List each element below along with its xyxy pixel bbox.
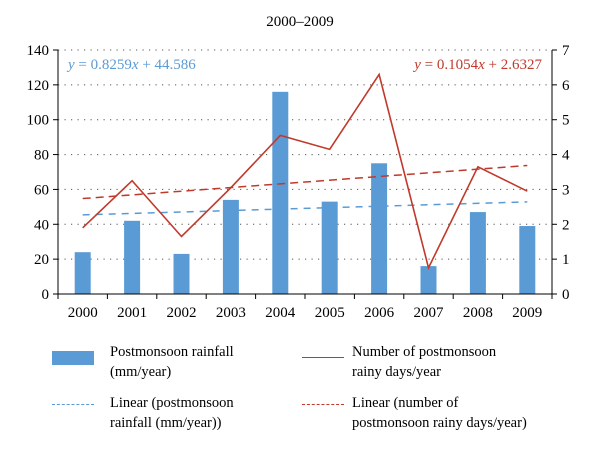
left-tick-label: 20 <box>34 252 49 268</box>
equation-annotations: y = 0.8259x + 44.586 y = 0.1054x + 2.6327 <box>66 57 542 73</box>
bar <box>420 266 437 294</box>
x-tick-label: 2005 <box>315 305 345 321</box>
rainfall-trend-equation: y = 0.8259x + 44.586 <box>66 57 196 73</box>
legend-label: Number of postmonsoon <box>352 344 497 360</box>
rainy-days-trend-line <box>82 164 528 200</box>
legend-label: Postmonsoon rainfall <box>110 344 234 360</box>
x-tick-label: 2008 <box>463 305 493 321</box>
right-tick-label: 3 <box>562 182 570 198</box>
chart-title: 2000–2009 <box>266 14 334 30</box>
rainfall-trend-line <box>82 201 528 216</box>
right-tick-label: 0 <box>562 287 570 303</box>
left-tick-label: 60 <box>34 182 49 198</box>
rainy-days-trend-equation: y = 0.1054x + 2.6327 <box>412 57 542 73</box>
bar <box>272 91 289 294</box>
legend-swatch-dashed <box>302 404 344 405</box>
legend-label: Linear (number of <box>352 395 459 411</box>
legend-swatch-bar <box>52 351 94 365</box>
legend-label: (mm/year) <box>110 364 172 380</box>
x-tick-label: 2001 <box>117 305 147 321</box>
legend-swatch-line <box>302 357 344 358</box>
x-tick-label: 2009 <box>512 305 542 321</box>
left-tick-label: 0 <box>42 287 50 303</box>
x-tick-label: 2002 <box>167 305 197 321</box>
left-tick-label: 120 <box>27 78 50 94</box>
combo-chart: 0 20 40 60 80 100 120 140 0 1 2 3 4 5 6 7 2000 2001 2002… <box>27 43 571 321</box>
right-tick-label: 6 <box>562 78 570 94</box>
bar <box>469 212 486 294</box>
x-axis: 2000 2001 2002 2003 2004 2005 2006 2007 2008 2009 <box>57 293 553 321</box>
left-tick-label: 40 <box>34 217 49 233</box>
legend-label: postmonsoon rainy days/year) <box>352 415 527 431</box>
bar <box>371 163 388 294</box>
x-tick-label: 2006 <box>364 305 395 321</box>
right-tick-label: 1 <box>562 252 570 268</box>
right-tick-label: 4 <box>562 148 570 164</box>
right-y-axis: 0 1 2 3 4 5 6 7 <box>551 43 570 303</box>
legend-label: rainy days/year <box>352 364 441 380</box>
x-tick-label: 2000 <box>68 305 98 321</box>
x-tick-label: 2003 <box>216 305 246 321</box>
left-tick-label: 140 <box>27 43 50 59</box>
rainy-days-line <box>82 72 528 271</box>
legend-label: Linear (postmonsoon <box>110 395 234 411</box>
bar <box>222 199 239 294</box>
x-tick-label: 2007 <box>414 305 445 321</box>
x-tick-label: 2004 <box>265 305 296 321</box>
bar <box>124 220 141 294</box>
left-tick-label: 80 <box>34 148 49 164</box>
bar <box>173 253 190 294</box>
left-tick-label: 100 <box>27 113 50 129</box>
left-y-axis: 0 20 40 60 80 100 120 140 <box>27 43 59 303</box>
grid-lines <box>58 49 552 260</box>
bar <box>74 252 91 294</box>
right-tick-label: 2 <box>562 217 570 233</box>
rainy-days-line-path <box>82 72 528 271</box>
right-tick-label: 7 <box>562 43 570 59</box>
trend-lines <box>82 164 528 216</box>
legend-swatch-dashed <box>52 404 94 405</box>
right-tick-label: 5 <box>562 113 570 129</box>
bar <box>321 201 338 294</box>
rainfall-bars <box>74 91 536 294</box>
bar <box>519 226 536 294</box>
legend-label: rainfall (mm/year)) <box>110 415 222 431</box>
